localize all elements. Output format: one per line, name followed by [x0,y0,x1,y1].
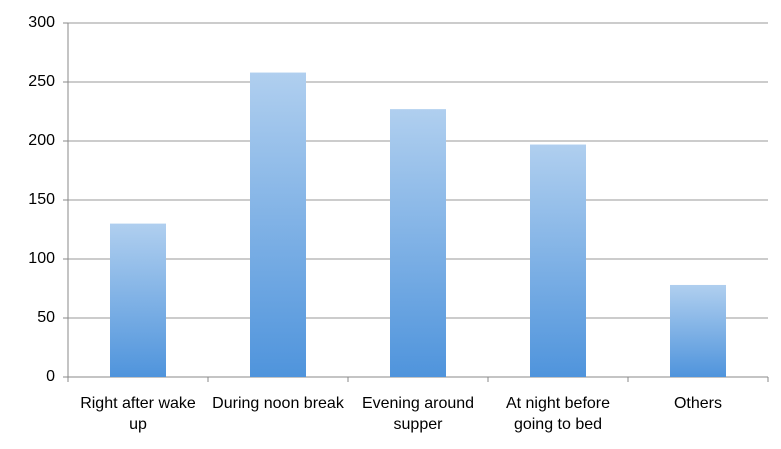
x-tick-label: Evening around supper [361,395,475,433]
y-tick-label: 200 [28,132,55,149]
y-tick-label: 50 [37,309,55,326]
bar [110,223,166,377]
x-tick-label: Others [673,395,722,412]
y-tick-label: 0 [46,368,55,385]
y-tick-label: 150 [28,191,55,208]
bar [670,284,726,377]
y-tick-label: 250 [28,73,55,90]
x-tick-label: Right after wake up [80,395,196,433]
y-tick-label: 300 [28,14,55,31]
bar [390,109,446,377]
bar [530,144,586,377]
x-tick-label: During noon break [212,395,344,412]
bar [250,72,306,377]
x-tick-label: At night before going to bed [505,395,611,433]
y-tick-label: 100 [28,250,55,267]
